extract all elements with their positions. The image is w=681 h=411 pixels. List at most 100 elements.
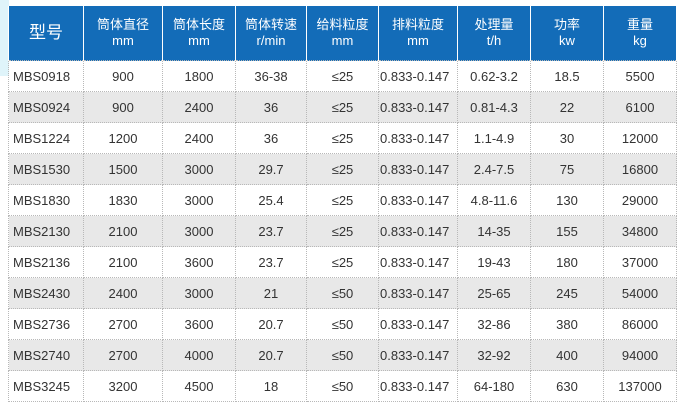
table-cell: 1830	[83, 184, 163, 216]
table-cell: 54000	[603, 277, 677, 309]
header-unit: mm	[331, 33, 354, 48]
table-row: MBS2430 2400 3000 21 ≤50 0.833-0.147 25-65 245 5…	[8, 277, 677, 309]
table-row: MBS0924 900 2400 36 ≤25 0.833-0.147 0.81-4.3 22…	[8, 91, 677, 123]
table-cell: 3600	[162, 246, 236, 278]
header-unit: t/h	[486, 33, 502, 48]
table-cell: 2700	[83, 308, 163, 340]
table-cell: ≤25	[306, 153, 379, 185]
table-cell: 23.7	[235, 215, 307, 247]
table-cell: 32-92	[457, 339, 531, 371]
table-cell: 380	[530, 308, 604, 340]
table-cell: ≤25	[306, 184, 379, 216]
table-cell: 1800	[162, 60, 236, 92]
table-row: MBS2130 2100 3000 23.7 ≤25 0.833-0.147 14-35 15…	[8, 215, 677, 247]
table-cell: ≤25	[306, 215, 379, 247]
table-cell: MBS1830	[8, 184, 84, 216]
table-cell: 0.81-4.3	[457, 91, 531, 123]
table-cell: 3200	[83, 370, 163, 402]
header-unit: mm	[112, 33, 134, 48]
table-cell: 19-43	[457, 246, 531, 278]
table-cell: 37000	[603, 246, 677, 278]
table-cell: ≤25	[306, 246, 379, 278]
table-cell: 4.8-11.6	[457, 184, 531, 216]
table-cell: 34800	[603, 215, 677, 247]
table-cell: 4500	[162, 370, 236, 402]
table-cell: 1200	[83, 122, 163, 154]
table-cell: 20.7	[235, 308, 307, 340]
column-header: 功率 kw	[530, 6, 604, 61]
column-header: 筒体转速 r/min	[235, 6, 307, 61]
table-cell: MBS0918	[8, 60, 84, 92]
table-cell: 36-38	[235, 60, 307, 92]
header-unit: r/min	[256, 33, 286, 48]
table-cell: ≤50	[306, 339, 379, 371]
table-cell: 22	[530, 91, 604, 123]
table-cell: 0.833-0.147	[378, 246, 458, 278]
column-header: 处理量 t/h	[457, 6, 531, 61]
table-cell: MBS1530	[8, 153, 84, 185]
header-title: 排料粒度	[391, 17, 444, 32]
header-title: 给料粒度	[316, 17, 369, 32]
table-cell: 94000	[603, 339, 677, 371]
table-row: MBS1830 1830 3000 25.4 ≤25 0.833-0.147 4.8-11.…	[8, 184, 677, 216]
table-cell: 180	[530, 246, 604, 278]
table-cell: 0.833-0.147	[378, 153, 458, 185]
table-cell: 3000	[162, 184, 236, 216]
table-cell: 23.7	[235, 246, 307, 278]
table-cell: MBS2130	[8, 215, 84, 247]
table-cell: 14-35	[457, 215, 531, 247]
table-cell: 64-180	[457, 370, 531, 402]
table-cell: 1.1-4.9	[457, 122, 531, 154]
header-row: 型号 筒体直径 mm 筒体长度 mm 筒体转速 r/min 给料粒度 mm 排料粒度 mm 处理量 t/…	[8, 6, 677, 61]
table-cell: 900	[83, 60, 163, 92]
table-cell: 155	[530, 215, 604, 247]
table-cell: 29000	[603, 184, 677, 216]
table-cell: 3600	[162, 308, 236, 340]
table-cell: MBS1224	[8, 122, 84, 154]
table-cell: 0.833-0.147	[378, 122, 458, 154]
table-cell: 18.5	[530, 60, 604, 92]
table-cell: 2400	[162, 122, 236, 154]
table-cell: 20.7	[235, 339, 307, 371]
table-cell: MBS2430	[8, 277, 84, 309]
table-row: MBS1224 1200 2400 36 ≤25 0.833-0.147 1.1-4.9 30…	[8, 122, 677, 154]
table-cell: 30	[530, 122, 604, 154]
table-cell: 18	[235, 370, 307, 402]
table-cell: 12000	[603, 122, 677, 154]
header-unit: kg	[633, 33, 647, 48]
table-cell: ≤50	[306, 370, 379, 402]
table-cell: 137000	[603, 370, 677, 402]
table-cell: 36	[235, 91, 307, 123]
table-cell: 0.833-0.147	[378, 277, 458, 309]
table-cell: 2.4-7.5	[457, 153, 531, 185]
table-row: MBS3245 3200 4500 18 ≤50 0.833-0.147 64-180 630…	[8, 370, 677, 402]
column-header: 筒体长度 mm	[162, 6, 236, 61]
table-cell: 29.7	[235, 153, 307, 185]
table-cell: 32-86	[457, 308, 531, 340]
column-header: 给料粒度 mm	[306, 6, 379, 61]
column-header: 排料粒度 mm	[378, 6, 458, 61]
table-cell: MBS2136	[8, 246, 84, 278]
table-cell: 25.4	[235, 184, 307, 216]
table-cell: 0.833-0.147	[378, 60, 458, 92]
header-unit: mm	[407, 33, 429, 48]
table-cell: 2400	[162, 91, 236, 123]
table-cell: 0.833-0.147	[378, 308, 458, 340]
column-header: 筒体直径 mm	[83, 6, 163, 61]
table-cell: 36	[235, 122, 307, 154]
table-cell: 900	[83, 91, 163, 123]
table-cell: 0.62-3.2	[457, 60, 531, 92]
header-title: 型号	[29, 23, 63, 42]
table-cell: MBS0924	[8, 91, 84, 123]
table-row: MBS0918 900 1800 36-38 ≤25 0.833-0.147 0.62-3.…	[8, 60, 677, 92]
table-row: MBS1530 1500 3000 29.7 ≤25 0.833-0.147 2.4-7.5…	[8, 153, 677, 185]
table-cell: ≤50	[306, 277, 379, 309]
table-cell: 0.833-0.147	[378, 184, 458, 216]
table-cell: 75	[530, 153, 604, 185]
header-title: 筒体转速	[244, 17, 297, 32]
header-title: 筒体直径	[96, 17, 149, 32]
header-title: 功率	[553, 17, 580, 32]
header-unit: mm	[188, 33, 210, 48]
table-cell: MBS2736	[8, 308, 84, 340]
table-cell: 2100	[83, 215, 163, 247]
